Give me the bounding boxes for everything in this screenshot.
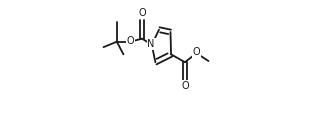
Text: O: O bbox=[126, 36, 134, 46]
Text: O: O bbox=[139, 8, 146, 18]
Text: O: O bbox=[182, 81, 189, 91]
Text: O: O bbox=[193, 47, 200, 57]
Text: N: N bbox=[148, 39, 155, 49]
